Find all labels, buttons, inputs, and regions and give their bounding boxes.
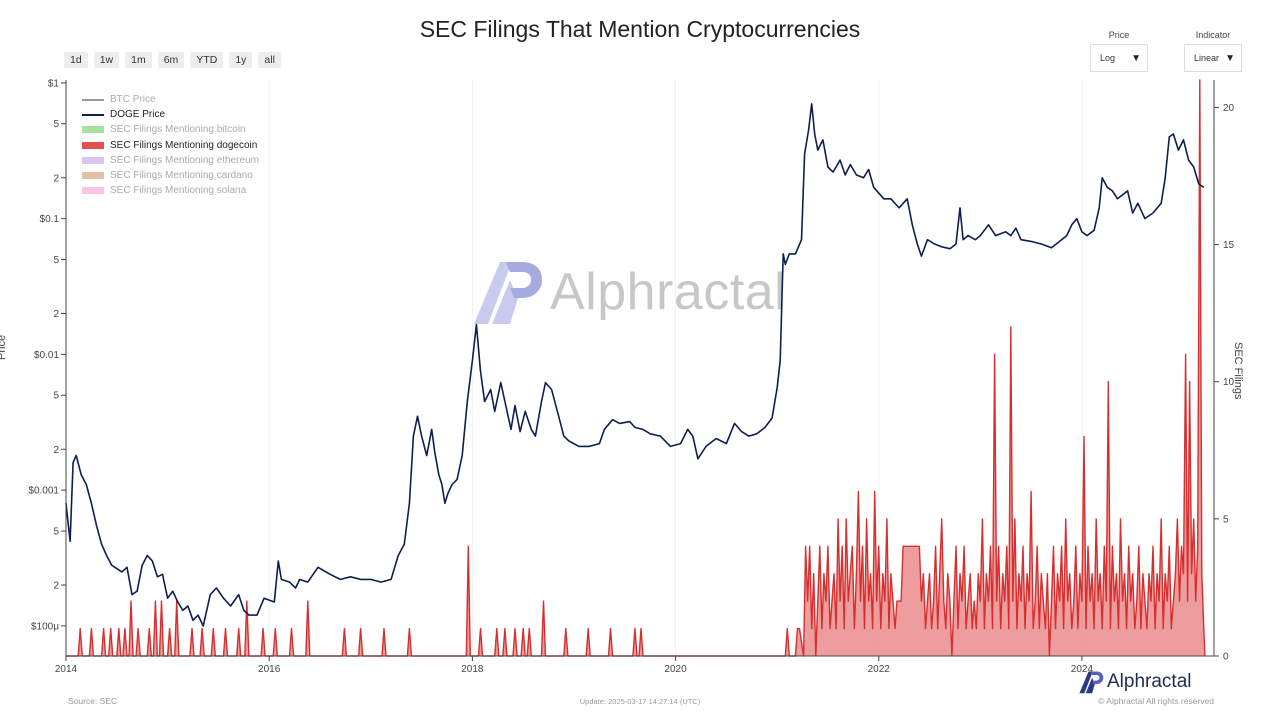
y-tick-label: 2 [53,173,59,184]
x-tick-label: 2022 [868,664,891,675]
price-scale-value: Log [1100,53,1116,63]
watermark: Alphractal [470,258,786,326]
y-tick-label: $0.1 [40,214,60,225]
x-tick-label: 2018 [461,664,484,675]
legend-item-filings-dogecoin[interactable]: SEC Filings Mentioning dogecoin [82,138,259,153]
y2-tick-label: 0 [1223,652,1229,663]
filings-dogecoin-line [66,79,1206,657]
y-tick-label: 5 [53,119,59,130]
range-button-1m[interactable]: 1m [125,52,152,68]
range-button-ytd[interactable]: YTD [190,52,224,68]
update-timestamp: Update: 2025-03-17 14:27:14 (UTC) [579,697,701,706]
legend-swatch [82,187,104,195]
range-selector: 1d 1w 1m 6m YTD 1y all [64,52,281,68]
dropdown-arrow-icon: ▼ [1131,52,1141,64]
y-tick-label: 5 [53,526,59,537]
range-button-1y[interactable]: 1y [229,52,253,68]
legend-swatch [82,113,104,116]
doge-price-line [65,103,1205,627]
legend-label: SEC Filings Mentioning ethereum [110,154,259,166]
legend-swatch [82,126,104,134]
legend-label: SEC Filings Mentioning dogecoin [110,139,258,151]
legend-item-filings-ethereum[interactable]: SEC Filings Mentioning ethereum [82,153,259,168]
y-axis-title: Price [0,334,8,360]
legend-label: SEC Filings Mentioning cardano [110,170,253,182]
price-scale-dropdown[interactable]: Log ▼ [1090,44,1148,72]
range-button-1d[interactable]: 1d [64,52,88,68]
x-tick-label: 2016 [258,664,281,675]
y-tick-label: $100μ [31,621,59,632]
legend-label: BTC Price [110,94,156,106]
x-tick-label: 2020 [664,664,687,675]
y-tick-label: $0.01 [34,350,59,361]
indicator-scale-selector: Indicator Linear ▼ [1184,30,1242,72]
y2-tick-label: 5 [1223,514,1229,525]
y-tick-label: $1 [48,78,60,89]
x-tick-label: 2024 [1071,664,1094,675]
filings-dogecoin-area [66,80,1205,656]
dropdown-arrow-icon: ▼ [1225,52,1235,64]
legend-item-filings-bitcoin[interactable]: SEC Filings Mentioning bitcoin [82,122,259,137]
y-tick-label: 2 [53,445,59,456]
indicator-scale-value: Linear [1194,53,1220,63]
legend-label: SEC Filings Mentioning solana [110,185,247,197]
legend-swatch [82,98,104,101]
price-scale-selector: Price Log ▼ [1090,30,1148,72]
legend-item-btc-price[interactable]: BTC Price [82,92,259,107]
y2-tick-label: 20 [1223,103,1235,114]
y-tick-label: 5 [53,391,59,402]
footer-brand-text: Alphractal [1107,671,1192,692]
legend-swatch [82,141,104,149]
y-tick-label: 2 [53,581,59,592]
x-tick-label: 2014 [55,664,78,675]
watermark-text: Alphractal [550,263,787,321]
price-scale-label: Price [1108,30,1130,40]
range-button-1w[interactable]: 1w [93,52,120,68]
legend-swatch [82,156,104,164]
legend-swatch [82,172,104,180]
legend-label: DOGE Price [110,109,166,121]
chart-title: SEC Filings That Mention Cryptocurrencie… [419,16,861,42]
legend-label: SEC Filings Mentioning bitcoin [110,124,246,136]
source-note: Source: SEC [68,696,118,706]
indicator-scale-label: Indicator [1195,30,1231,40]
y-tick-label: 5 [53,255,59,266]
y-tick-label: 2 [53,309,59,320]
legend-item-doge-price[interactable]: DOGE Price [82,107,259,122]
y2-tick-label: 15 [1223,240,1235,251]
indicator-scale-dropdown[interactable]: Linear ▼ [1184,44,1242,72]
alphractal-logo-icon [1079,671,1104,694]
legend: BTC Price DOGE Price SEC Filings Mention… [82,92,259,198]
legend-item-filings-solana[interactable]: SEC Filings Mentioning solana [82,183,259,198]
alphractal-logo-icon [474,262,542,324]
copyright-note: © Alphractal All rights reserved [1098,696,1214,706]
range-button-6m[interactable]: 6m [157,52,185,68]
range-button-all[interactable]: all [258,52,281,68]
y-tick-label: $0.001 [28,486,59,497]
footer-brand: Alphractal [1078,670,1192,694]
y2-axis-title: SEC Filings [1232,342,1244,400]
legend-item-filings-cardano[interactable]: SEC Filings Mentioning cardano [82,168,259,183]
y2-tick-label: 10 [1223,377,1235,388]
